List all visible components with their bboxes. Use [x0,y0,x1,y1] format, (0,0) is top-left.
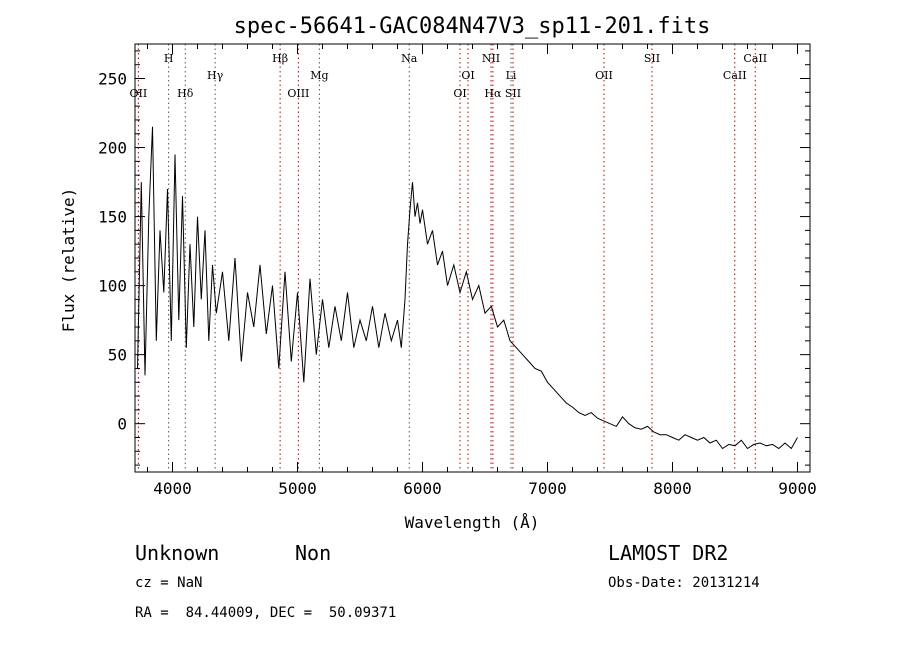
line-label: H [164,52,174,65]
line-label: Mg [310,69,328,82]
redshift-cz: cz = NaN [135,575,203,591]
line-label: SII [505,87,521,100]
x-tick-label: 6000 [403,479,442,498]
y-axis-label: Flux (relative) [59,188,78,333]
x-tick-label: 8000 [653,479,692,498]
spectrum-line [137,126,798,450]
y-tick-label: 250 [98,70,127,89]
y-tick-label: 0 [117,415,127,434]
line-label: Hβ [272,52,288,65]
plot-frame [134,43,811,473]
line-label: OIII [287,87,309,100]
survey-name: LAMOST DR2 [608,541,729,565]
y-tick-label: 150 [98,208,127,227]
spectrum-series [137,126,798,450]
spectral-class: Unknown [135,541,220,565]
line-label: NII [482,52,500,65]
line-label: Hα [484,87,502,100]
line-label: Na [401,52,418,65]
x-tick-label: 9000 [778,479,817,498]
y-tick-label: 200 [98,139,127,158]
y-tick-label: 50 [108,346,127,365]
line-label: Hδ [177,87,194,100]
chart-title: spec-56641-GAC084N47V3_sp11-201.fits [234,14,711,39]
y-tick-label: 100 [98,277,127,296]
line-label: OII [595,69,613,82]
obs-date: Obs-Date: 20131214 [608,575,760,591]
line-label: SII [644,52,660,65]
line-label: Hγ [207,69,224,82]
coordinates: RA = 84.44009, DEC = 50.09371 [135,605,397,621]
line-label: CaII [723,69,747,82]
line-label: Li [506,69,517,82]
spectral-subclass: Non [295,541,332,565]
line-label: OII [130,87,148,100]
line-label: CaII [743,52,767,65]
spectral-line-markers [137,44,756,472]
axes: 4000 5000 6000 7000 8000 9000 0 50 100 150 200 250 [98,43,817,498]
x-tick-label: 5000 [278,479,317,498]
x-tick-label: 4000 [153,479,192,498]
line-label: OI [461,69,474,82]
x-tick-label: 7000 [528,479,567,498]
line-label: OI [453,87,466,100]
x-axis-label: Wavelength (Å) [405,513,540,532]
